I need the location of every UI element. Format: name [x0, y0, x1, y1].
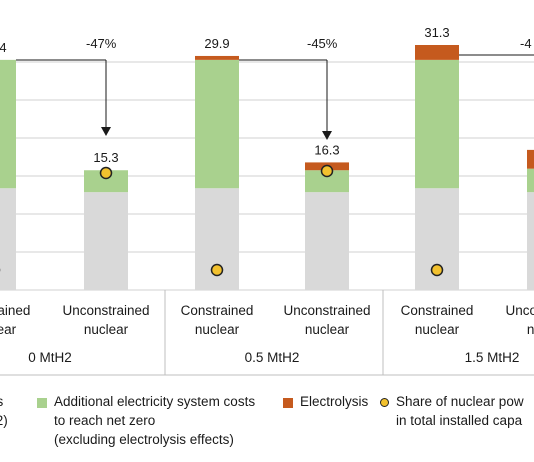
bar-segment-base — [527, 192, 534, 290]
legend-item: Electrolysis — [283, 392, 368, 411]
legend: sts H2) Additional electricity system cos… — [0, 392, 534, 462]
bar-segment-additional — [84, 170, 128, 193]
category-label: Unconstrained — [62, 303, 149, 318]
bar-segment-electrolysis — [527, 149, 534, 169]
bar-segment-additional — [527, 168, 534, 193]
total-label: 16.3 — [314, 142, 339, 157]
stacked-bar-chart: 29.4 15.3 29.9 16.3 31.3 -47% -45% -4 Constraine… — [0, 25, 534, 376]
nuclear-share-marker — [99, 166, 113, 180]
group-label: 1.5 MtH2 — [465, 350, 520, 365]
reduction-arrow-head — [101, 127, 111, 136]
legend-swatch — [37, 398, 47, 408]
legend-item: Share of nuclear pow in total installed … — [380, 392, 524, 430]
category-label: nuclear — [527, 322, 534, 337]
bar-segment-additional — [195, 59, 239, 189]
bar-segment-base — [305, 192, 349, 290]
total-label: 29.4 — [0, 40, 7, 55]
bar-segment-base — [84, 192, 128, 290]
bar-segment-electrolysis — [415, 45, 459, 60]
legend-label: sts H2) — [0, 394, 8, 428]
reduction-arrow-head — [322, 131, 332, 140]
category-label: nuclear — [415, 322, 460, 337]
reduction-label: -47% — [86, 36, 117, 51]
legend-item: sts H2) — [0, 392, 8, 430]
reduction-label: -45% — [307, 36, 338, 51]
bar-segment-additional — [0, 59, 16, 189]
nuclear-share-marker — [430, 263, 444, 277]
total-label: 15.3 — [93, 150, 118, 165]
legend-label: Additional electricity system costs to r… — [54, 394, 256, 447]
bar-segment-additional — [305, 170, 349, 193]
category-label: nuclear — [0, 322, 17, 337]
bar-segment-electrolysis — [195, 55, 239, 60]
category-label: Constrained — [0, 303, 30, 318]
category-label: Constrained — [181, 303, 254, 318]
category-label: Unconstrained — [505, 303, 534, 318]
legend-label: Share of nuclear pow in total installed … — [396, 394, 524, 428]
category-label: Constrained — [401, 303, 474, 318]
nuclear-share-marker — [210, 263, 224, 277]
legend-swatch — [283, 398, 293, 408]
nuclear-share-marker — [320, 164, 334, 178]
reduction-label: -4 — [520, 36, 532, 51]
legend-item: Additional electricity system costs to r… — [37, 392, 255, 449]
group-label: 0.5 MtH2 — [245, 350, 300, 365]
category-label: nuclear — [305, 322, 350, 337]
group-label: 0 MtH2 — [28, 350, 72, 365]
category-label: nuclear — [84, 322, 129, 337]
legend-marker-icon — [380, 398, 389, 407]
legend-label: Electrolysis — [300, 394, 369, 409]
total-label: 31.3 — [424, 25, 449, 40]
bar-segment-additional — [415, 59, 459, 189]
bar-segment-base — [0, 188, 16, 290]
category-label: Unconstrained — [283, 303, 370, 318]
category-label: nuclear — [195, 322, 240, 337]
total-label: 29.9 — [204, 36, 229, 51]
